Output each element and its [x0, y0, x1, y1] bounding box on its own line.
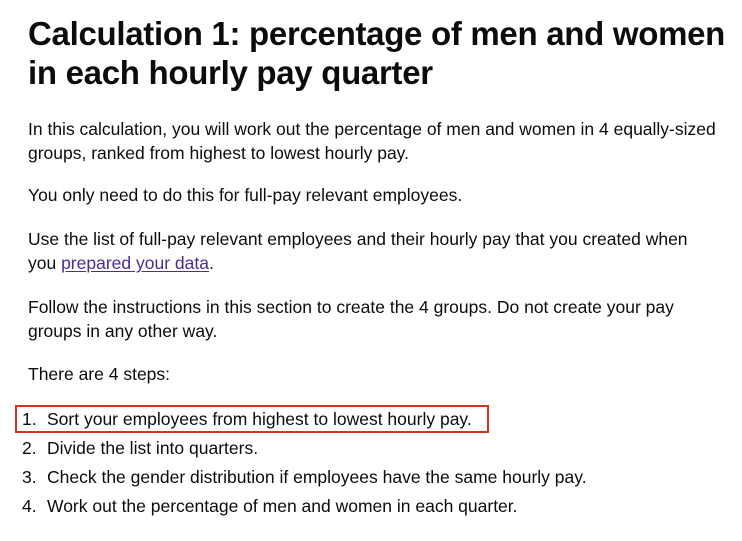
use-list-end: . [208, 253, 214, 273]
step-text: Check the gender distribution if employe… [47, 466, 587, 487]
step-text: Work out the percentage of men and women… [47, 495, 518, 516]
step-item: 1. Sort your employees from highest to l… [18, 404, 718, 433]
step-item: 2. Divide the list into quarters. [18, 433, 718, 462]
steps-intro: There are 4 steps: [28, 364, 171, 384]
step-number: 1. [22, 408, 37, 429]
step-item: 3. Check the gender distribution if empl… [18, 462, 718, 491]
prepared-your-data-link[interactable]: prepared your data [61, 253, 209, 273]
step-item: 4. Work out the percentage of men and wo… [18, 491, 718, 520]
use-list-paragraph: Use the list of full-pay relevant employ… [28, 227, 718, 275]
use-list-text: Use the list of full-pay relevant employ… [28, 229, 688, 273]
page-title: Calculation 1: percentage of men and wom… [28, 15, 726, 91]
step-number: 2. [22, 437, 37, 458]
step-number: 4. [22, 495, 37, 516]
intro-paragraph: In this calculation, you will work out t… [28, 119, 716, 163]
step-text: Divide the list into quarters. [47, 437, 259, 458]
steps-list: 1. Sort your employees from highest to l… [18, 404, 718, 520]
step-number: 3. [22, 466, 37, 487]
step-text: Sort your employees from highest to lowe… [47, 408, 472, 429]
follow-instructions-paragraph: Follow the instructions in this section … [28, 297, 674, 341]
full-pay-note: You only need to do this for full-pay re… [28, 185, 463, 205]
